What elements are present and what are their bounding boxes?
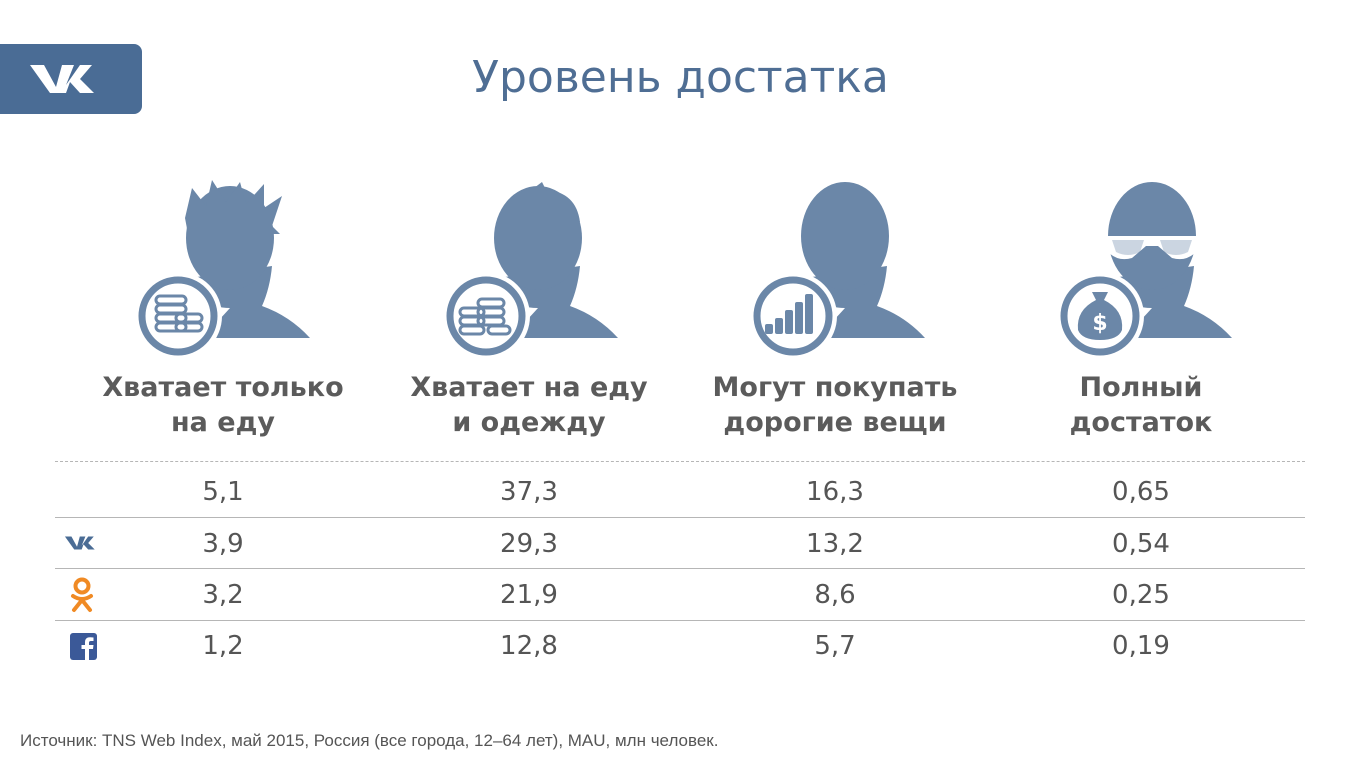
- category-label: Хватает только на еду: [102, 372, 344, 438]
- table-cell: 0,54: [1112, 529, 1170, 559]
- vk-logo-icon: [30, 65, 94, 93]
- table-cell: 3,9: [202, 529, 244, 559]
- table-cell: 0,19: [1112, 631, 1170, 661]
- table-cell: 0,65: [1112, 477, 1170, 507]
- category-label: Полный достаток: [1069, 372, 1213, 438]
- table-cell: 16,3: [806, 477, 864, 507]
- table-divider: [55, 517, 1305, 518]
- table-cell: 13,2: [806, 529, 864, 559]
- table-divider: [55, 568, 1305, 569]
- person-money-bag-icon: $: [1056, 182, 1232, 360]
- person-coins-icon: [749, 182, 925, 360]
- svg-text:$: $: [1092, 311, 1107, 336]
- table-cell: 21,9: [500, 580, 558, 610]
- odnoklassniki-icon: [71, 577, 93, 612]
- person-coins-icon: [442, 182, 618, 360]
- table-cell: 37,3: [500, 477, 558, 507]
- category-label: Могут покупать дорогие вещи: [712, 372, 958, 438]
- table-divider: [55, 620, 1305, 621]
- person-coins-icon: [134, 180, 310, 360]
- table-cell: 29,3: [500, 529, 558, 559]
- table-cell: 8,6: [814, 580, 856, 610]
- vk-logo-box: [0, 44, 142, 114]
- source-note: Источник: TNS Web Index, май 2015, Росси…: [20, 731, 719, 750]
- table-cell: 3,2: [202, 580, 244, 610]
- table-cell: 0,25: [1112, 580, 1170, 610]
- vk-icon: [64, 536, 95, 550]
- table-cell: 12,8: [500, 631, 558, 661]
- table-cell: 5,7: [814, 631, 856, 661]
- category-label: Хватает на еду и одежду: [410, 372, 648, 438]
- table-cell: 1,2: [202, 631, 244, 661]
- facebook-icon: [70, 633, 97, 660]
- table-divider-dashed: [55, 461, 1305, 462]
- page-title: Уровень достатка: [472, 52, 889, 103]
- table-cell: 5,1: [202, 477, 244, 507]
